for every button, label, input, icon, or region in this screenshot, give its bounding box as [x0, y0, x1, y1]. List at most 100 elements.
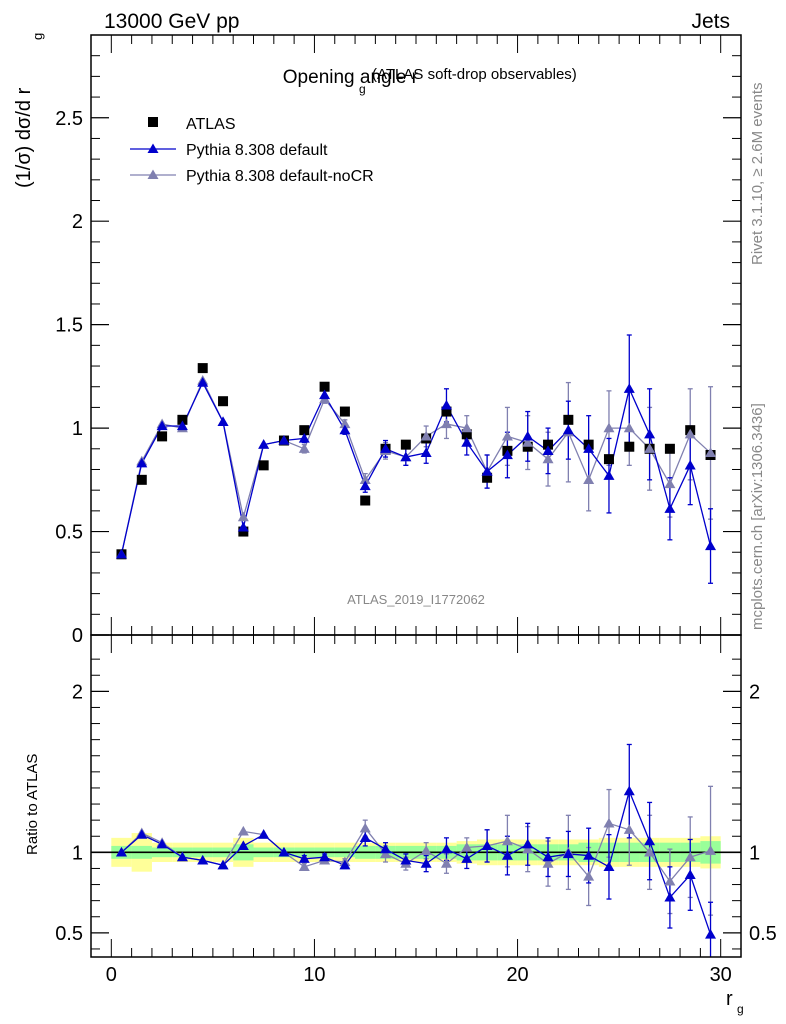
data-point-default [115, 548, 127, 559]
ratio-point-default [237, 840, 249, 851]
ratio-point-default [684, 869, 696, 880]
ratio-point-nocr [542, 858, 554, 868]
ratio-point-nocr [664, 875, 676, 886]
data-point-nocr [440, 418, 452, 429]
data-point-nocr [501, 430, 513, 441]
ratio-point-nocr [420, 845, 432, 855]
data-point-atlas [441, 406, 452, 417]
series-line-nocr [120, 378, 711, 555]
data-point-default [440, 399, 452, 410]
y-axis-label: (1/σ) dσ/d r [13, 87, 35, 188]
ratio-point-nocr [705, 845, 717, 855]
legend-label-atlas: ATLAS [186, 116, 236, 133]
x-tick-label: 20 [506, 964, 528, 986]
ratio-point-default [359, 832, 371, 842]
ratio-point-default [319, 851, 331, 862]
y-tick-label: 2 [72, 211, 83, 233]
data-point-atlas [543, 439, 554, 450]
ratio-line-default [121, 789, 712, 935]
series-line-default [120, 381, 712, 555]
ratio-point-nocr [603, 817, 615, 828]
data-point-default [644, 428, 656, 439]
rivet-label: Rivet 3.1.10, ≥ 2.6M events [749, 83, 766, 266]
data-point-default [400, 451, 412, 462]
data-point-nocr [583, 474, 595, 484]
data-point-atlas [522, 441, 533, 452]
data-point-default [298, 432, 310, 443]
data-point-atlas [482, 472, 493, 483]
data-point-nocr [298, 443, 310, 453]
ratio-point-default [197, 854, 209, 865]
y-axis-label-sub: g [30, 33, 45, 40]
legend: ATLAS Pythia 8.308 default Pythia 8.308 … [130, 116, 374, 185]
data-point-nocr [684, 428, 696, 439]
data-point-atlas [624, 441, 635, 452]
ratio-point-nocr [298, 861, 310, 871]
data-point-atlas [218, 396, 229, 407]
data-point-default [237, 521, 249, 532]
data-point-atlas [299, 425, 310, 436]
chart-title-sub: g [359, 82, 366, 96]
watermark: ATLAS_2019_I1772062 [347, 592, 485, 607]
x-tick-label: 0 [106, 964, 117, 986]
ratio-y-tick-label-right: 0.5 [749, 923, 777, 945]
ratio-point-default [339, 859, 351, 870]
ratio-y-tick-label: 0.5 [55, 923, 83, 945]
ratio-point-default [420, 858, 432, 868]
ratio-point-default [115, 846, 127, 857]
ratio-panel: 0.5 0.51 12 20 10 20 30 Ratio to ATLAS r g [24, 634, 777, 1016]
mcplots-label: mcplots.cern.ch [arXiv:1306.3436] [749, 403, 766, 630]
ratio-y-label: Ratio to ATLAS [24, 754, 41, 855]
ratio-point-nocr [461, 842, 473, 852]
data-point-default [176, 420, 188, 431]
data-point-nocr [705, 447, 717, 458]
ratio-point-nocr [359, 822, 371, 833]
data-point-nocr [237, 511, 249, 522]
data-point-default [664, 503, 676, 513]
data-point-default [136, 457, 148, 468]
data-point-default [562, 424, 574, 435]
data-point-default [542, 445, 554, 455]
chart-title-suffix: (ATLAS soft-drop observables) [372, 66, 577, 83]
data-point-atlas [197, 363, 208, 374]
ratio-point-default [380, 843, 392, 854]
ratio-point-default [603, 861, 615, 871]
data-point-default [623, 383, 635, 393]
ratio-y-tick-label-right: 1 [749, 842, 760, 864]
data-point-atlas [664, 443, 675, 454]
ratio-point-default [278, 846, 290, 857]
chart-title: Opening angle r [283, 67, 419, 88]
data-point-default [583, 443, 595, 453]
data-point-nocr [603, 422, 615, 433]
ratio-point-nocr [440, 858, 452, 868]
data-point-nocr [542, 453, 554, 464]
ratio-point-default [440, 843, 452, 854]
data-point-atlas [136, 474, 147, 485]
data-point-default [217, 416, 229, 427]
ratio-point-default [176, 851, 188, 862]
ratio-point-default [542, 851, 554, 862]
main-panel: 0 0.5 1 1.5 2 2.5 Opening angle r g (ATLAS so… [13, 33, 742, 647]
data-point-default [339, 424, 351, 435]
x-tick-label: 10 [303, 964, 325, 986]
data-point-default [481, 466, 493, 476]
ratio-point-default [623, 785, 635, 796]
ratio-point-default [501, 850, 513, 860]
legend-marker-default [147, 143, 159, 153]
ratio-point-default [258, 829, 270, 839]
ratio-point-default [705, 928, 717, 939]
data-point-default [501, 449, 513, 460]
data-point-nocr [664, 478, 676, 489]
data-point-atlas [400, 439, 411, 450]
data-point-nocr [420, 430, 432, 441]
data-point-default [258, 439, 270, 449]
data-point-nocr [623, 422, 635, 433]
ratio-point-default [644, 835, 656, 846]
ratio-ticks: 0.5 0.51 12 20 10 20 30 [55, 635, 777, 986]
data-point-atlas [177, 414, 188, 425]
ratio-point-nocr [623, 824, 635, 834]
x-tick-label: 30 [710, 964, 732, 986]
ratio-point-default [156, 838, 168, 849]
data-point-atlas [258, 460, 269, 471]
x-axis-label: r [726, 988, 733, 1010]
